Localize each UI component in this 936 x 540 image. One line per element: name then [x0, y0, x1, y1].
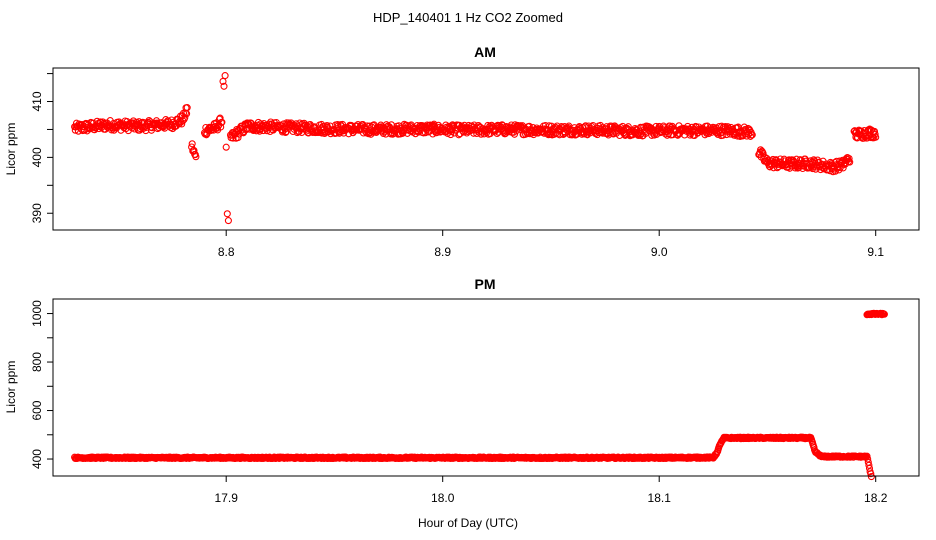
am-data-point	[863, 134, 871, 142]
am-data-point	[183, 104, 191, 112]
am-data-point	[221, 72, 229, 80]
am-data-point	[216, 114, 224, 122]
am-data-point	[499, 122, 507, 130]
pm-y-axis-label: Licor ppm	[4, 361, 18, 414]
am-y-tick-label: 390	[30, 203, 44, 223]
figure-x-axis-label: Hour of Day (UTC)	[418, 516, 518, 530]
am-data-point	[624, 123, 632, 131]
pm-points	[71, 309, 888, 481]
am-data-point	[223, 210, 231, 218]
am-x-tick-label: 9.1	[867, 245, 884, 259]
am-data-point	[224, 217, 232, 225]
pm-data-point	[867, 473, 875, 481]
am-plot-frame	[52, 67, 920, 231]
pm-y-tick-label: 600	[30, 400, 44, 420]
pm-x-tick-label: 18.1	[648, 491, 672, 505]
am-data-point	[188, 143, 196, 151]
pm-data-point	[867, 470, 875, 478]
pm-panel: PM 17.9 18.0 18.1 18.2 400 600 800 1000 Licor …	[4, 276, 920, 505]
am-y-tick-label: 400	[30, 147, 44, 167]
am-data-point	[188, 140, 196, 148]
pm-y-tick-label: 800	[30, 352, 44, 372]
am-data-point	[846, 158, 854, 166]
am-data-point	[218, 118, 226, 126]
pm-y-tick-label: 1000	[30, 300, 44, 327]
am-points	[71, 72, 880, 225]
pm-panel-title: PM	[475, 276, 496, 292]
am-data-point	[447, 131, 455, 139]
am-data-point	[871, 130, 879, 138]
figure-title: HDP_140401 1 Hz CO2 Zoomed	[373, 10, 563, 25]
am-panel-title: AM	[474, 44, 496, 60]
pm-data-point	[880, 310, 888, 318]
am-data-point	[222, 143, 230, 151]
am-data-point	[792, 155, 801, 163]
am-data-point	[217, 123, 225, 131]
am-data-point	[234, 134, 242, 142]
am-x-tick-label: 8.8	[218, 245, 235, 259]
am-data-point	[746, 132, 755, 140]
am-x-tick-label: 9.0	[651, 245, 668, 259]
pm-y-tick-label: 400	[30, 449, 44, 469]
am-x-tick-label: 8.9	[434, 245, 451, 259]
am-x-axis: 8.8 8.9 9.0 9.1	[218, 229, 884, 259]
pm-x-tick-label: 18.0	[431, 491, 455, 505]
am-data-point	[192, 153, 200, 161]
pm-x-axis: 17.9 18.0 18.1 18.2	[215, 475, 888, 505]
am-data-point	[190, 146, 198, 155]
pm-plot-frame	[52, 298, 920, 477]
pm-x-tick-label: 18.2	[864, 491, 888, 505]
am-y-axis: 390 400 410	[30, 73, 54, 223]
am-y-tick-label: 410	[30, 91, 44, 111]
am-data-point	[872, 133, 880, 141]
am-data-point	[845, 154, 853, 163]
am-data-point	[220, 82, 228, 90]
am-data-point	[748, 131, 756, 139]
pm-x-tick-label: 17.9	[215, 491, 239, 505]
pm-data-point	[865, 461, 873, 469]
am-panel: AM 8.8 8.9 9.0 9.1 390 400 410 Licor ppm	[4, 44, 920, 259]
am-y-axis-label: Licor ppm	[4, 123, 18, 176]
am-data-point	[181, 114, 189, 122]
pm-y-axis: 400 600 800 1000	[30, 300, 54, 469]
